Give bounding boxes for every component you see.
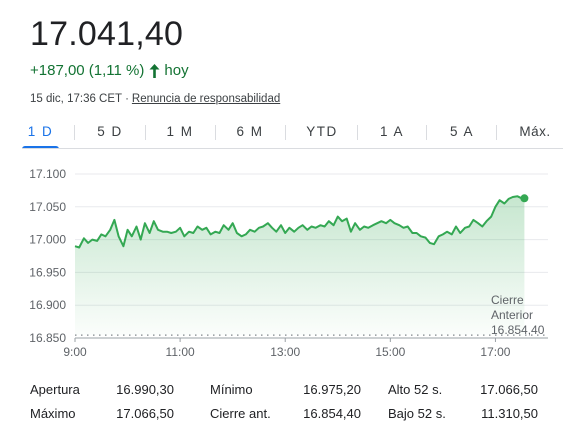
tab-5d[interactable]: 5 D	[88, 118, 132, 148]
stat-prev-close: Cierre ant. 16.854,40	[210, 404, 361, 424]
quote-meta: 15 dic, 17:36 CET · Renuncia de responsabi…	[30, 91, 280, 107]
stat-label: Mínimo	[210, 382, 253, 397]
price-area	[75, 196, 525, 336]
tab-1m[interactable]: 1 M	[158, 118, 202, 148]
stat-low: Mínimo 16.975,20	[210, 380, 361, 400]
stat-label: Apertura	[30, 382, 80, 397]
arrow-up-icon	[149, 64, 160, 78]
previous-close-label-line2: Anterior	[491, 308, 533, 322]
stat-value: 16.854,40	[303, 406, 361, 421]
tab-divider	[145, 125, 146, 140]
range-tabs: 1 D 5 D 1 M 6 M YTD 1 A 5 A Máx.	[22, 118, 563, 149]
meta-separator: ·	[125, 93, 129, 105]
y-tick-label: 17.100	[29, 167, 66, 181]
change-value: +187,00 (1,11 %)	[30, 62, 145, 79]
current-price-dot	[520, 194, 529, 203]
y-axis: 17.100 17.050 17.000 16.950 16.900 16.850	[29, 167, 66, 345]
tab-label: 5 D	[97, 124, 123, 139]
tab-divider	[357, 125, 358, 140]
stat-label: Alto 52 s.	[388, 382, 443, 397]
previous-close-value: 16.854,40	[491, 323, 545, 337]
disclaimer-link[interactable]: Renuncia de responsabilidad	[131, 93, 281, 105]
x-tick-label: 17:00	[480, 345, 510, 359]
stat-value: 17.066,50	[116, 406, 174, 421]
stat-value: 17.066,50	[480, 382, 538, 397]
x-tick-label: 11:00	[166, 345, 195, 359]
change-period: hoy	[164, 62, 189, 79]
price-chart[interactable]: 17.100 17.050 17.000 16.950 16.900 16.850 9:0…	[0, 158, 563, 363]
tab-divider	[496, 125, 497, 140]
tab-label: 6 M	[236, 124, 264, 139]
tab-divider	[285, 125, 286, 140]
stat-label: Cierre ant.	[210, 406, 271, 421]
tab-1a[interactable]: 1 A	[370, 118, 414, 148]
tab-label: Máx.	[519, 124, 551, 139]
tab-1d[interactable]: 1 D	[22, 118, 59, 149]
x-tick-label: 13:00	[270, 345, 300, 359]
y-tick-label: 17.000	[29, 233, 66, 247]
tab-5a[interactable]: 5 A	[440, 118, 484, 148]
x-tick-label: 9:00	[63, 345, 87, 359]
stat-52w-low: Bajo 52 s. 11.310,50	[388, 404, 538, 424]
tab-max[interactable]: Máx.	[510, 118, 560, 148]
tab-6m[interactable]: 6 M	[226, 118, 274, 148]
stat-value: 16.990,30	[116, 382, 174, 397]
tabs-baseline	[22, 148, 563, 149]
tab-ytd[interactable]: YTD	[298, 118, 346, 148]
stat-label: Bajo 52 s.	[388, 406, 446, 421]
x-axis: 9:00 11:00 13:00 15:00 17:00	[63, 337, 548, 359]
tab-divider	[215, 125, 216, 140]
stat-value: 16.975,20	[303, 382, 361, 397]
stat-open: Apertura 16.990,30	[30, 380, 174, 400]
previous-close-label: Cierre Anterior 16.854,40	[491, 293, 545, 337]
stat-52w-high: Alto 52 s. 17.066,50	[388, 380, 538, 400]
x-tick-label: 15:00	[375, 345, 405, 359]
y-tick-label: 17.050	[29, 200, 66, 214]
y-tick-label: 16.950	[29, 265, 66, 279]
tab-label: 1 M	[166, 124, 194, 139]
y-tick-label: 16.850	[29, 331, 66, 345]
tab-label: 1 D	[27, 124, 54, 139]
stat-label: Máximo	[30, 406, 76, 421]
tab-divider	[74, 125, 75, 140]
stat-value: 11.310,50	[481, 406, 538, 421]
tab-divider	[426, 125, 427, 140]
price-change: +187,00 (1,11 %) hoy	[30, 61, 189, 81]
tab-label: 5 A	[449, 124, 475, 139]
tab-label: YTD	[306, 124, 338, 139]
stat-high: Máximo 17.066,50	[30, 404, 174, 424]
active-tab-indicator	[22, 146, 59, 149]
y-tick-label: 16.900	[29, 298, 66, 312]
price-value: 17.041,40	[30, 15, 184, 53]
timestamp: 15 dic, 17:36 CET	[30, 93, 123, 105]
tab-label: 1 A	[379, 124, 405, 139]
previous-close-label-line1: Cierre	[491, 293, 524, 307]
price-line	[74, 195, 525, 249]
